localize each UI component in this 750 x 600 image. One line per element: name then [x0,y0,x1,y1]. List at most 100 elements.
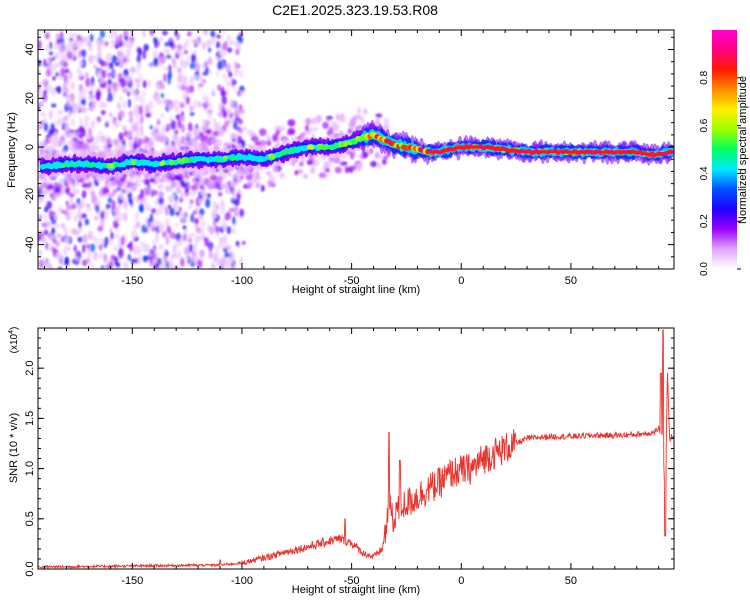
noise-speck [90,182,95,192]
noise-speck [127,140,134,147]
noise-speck [202,78,206,84]
noise-speck [215,245,220,255]
spectrogram-x-tick-label: 50 [565,275,577,287]
noise-speck [60,117,65,124]
band-halo-speck [220,183,229,190]
svg-text:(x104): (x104) [8,327,20,354]
noise-speck [201,43,207,50]
noise-speck [72,214,79,223]
noise-speck [226,226,232,235]
noise-speck [202,190,208,197]
noise-speck [142,255,146,262]
noise-speck [185,85,192,94]
noise-speck [178,49,185,58]
noise-speck [185,39,190,45]
noise-speck [82,132,86,137]
band-halo-speck [151,189,159,196]
band-halo-speck [311,159,320,167]
noise-speck [177,73,184,83]
noise-speck [78,59,84,67]
noise-speck [203,30,208,36]
ridge-core [113,161,120,167]
noise-speck [233,120,238,130]
noise-speck [138,245,142,256]
snr-y-tick-label: 0.5 [24,511,36,526]
noise-speck [203,93,208,104]
noise-speck [135,119,141,127]
band-halo-speck [382,155,389,161]
noise-speck [180,115,185,123]
noise-speck [199,249,205,257]
noise-speck [165,123,171,131]
noise-speck [227,116,232,126]
band-halo-speck [46,184,54,191]
noise-speck [172,244,177,255]
band-halo-speck [375,117,381,125]
noise-speck [176,250,182,260]
noise-speck [129,124,136,133]
noise-speck [79,227,83,234]
band-halo-speck [323,160,332,167]
noise-speck [138,106,144,116]
band-halo-speck [193,129,200,137]
noise-speck [179,257,185,268]
noise-speck [76,102,83,111]
noise-speck [99,238,106,245]
band-halo-speck [322,173,328,179]
noise-speck [79,116,83,127]
noise-speck [173,129,179,135]
band-halo-speck [266,179,275,187]
noise-speck [100,109,106,116]
noise-speck [151,225,157,232]
noise-speck [179,190,185,199]
noise-speck [154,57,159,65]
band-halo-speck [294,169,299,176]
noise-speck [64,256,69,266]
snr-x-tick-label: 0 [458,575,464,587]
noise-speck [84,71,89,78]
band-halo-speck [322,121,329,129]
spectrogram-x-tick-label: -50 [344,275,360,287]
noise-speck [134,94,138,103]
noise-speck [132,89,139,95]
noise-speck [118,132,124,141]
noise-speck [151,240,157,245]
noise-speck [207,56,213,65]
noise-speck [218,47,223,56]
noise-speck [99,30,106,38]
ridge-core [60,162,67,169]
noise-speck [90,262,95,268]
noise-speck [78,126,85,133]
noise-speck [114,233,121,240]
noise-speck [234,40,241,49]
noise-speck [64,68,70,74]
noise-speck [38,124,43,130]
noise-speck [66,50,73,60]
noise-speck [81,106,88,114]
noise-speck [203,61,209,68]
noise-speck [58,137,62,143]
noise-speck [122,87,128,94]
noise-speck [38,212,43,218]
noise-speck [128,110,133,117]
noise-speck [204,66,210,76]
noise-speck [177,118,182,129]
noise-speck [97,57,102,64]
noise-speck [179,266,185,269]
noise-speck [71,49,78,55]
noise-speck [97,225,104,232]
noise-speck [224,40,228,51]
noise-speck [52,75,57,81]
noise-speck [188,243,194,253]
noise-speck [91,100,97,109]
noise-speck [126,50,130,58]
noise-speck [226,244,232,251]
noise-speck [61,209,65,214]
noise-speck [174,106,180,114]
noise-speck [166,225,172,234]
noise-speck [127,253,131,261]
band-halo-speck [56,183,63,188]
noise-speck [193,74,200,81]
ridge-core [355,135,361,142]
noise-speck [90,195,97,205]
